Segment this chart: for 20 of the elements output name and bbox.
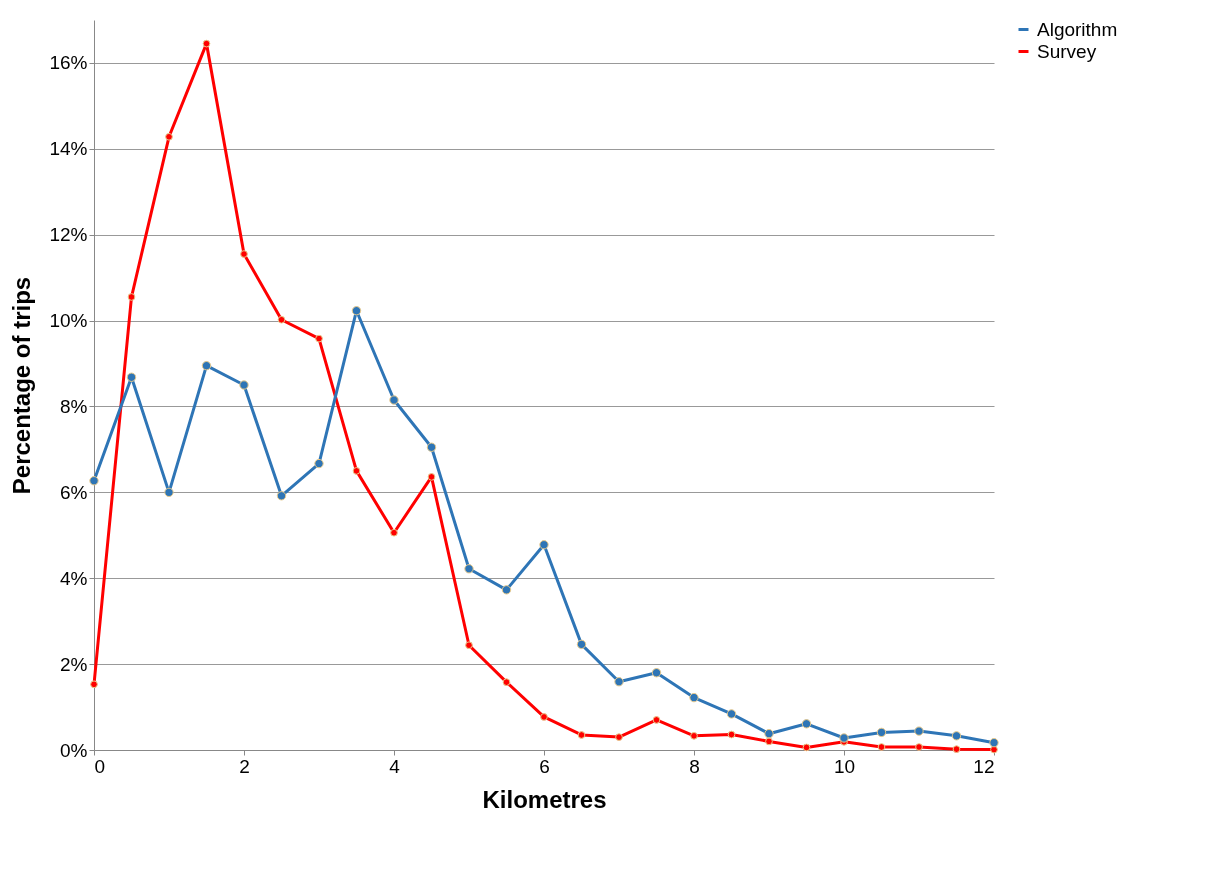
legend-label: Algorithm	[1037, 18, 1118, 40]
y-tick-label: 2%	[60, 653, 88, 675]
x-tick-label: 0	[94, 755, 106, 777]
x-tick-label: 12	[973, 755, 995, 777]
y-tick-label: 4%	[60, 567, 88, 589]
y-tick-label: 8%	[60, 395, 88, 417]
y-tick-label: 0%	[60, 739, 88, 761]
y-tick-label: 16%	[49, 52, 88, 74]
x-tick-label: 2	[239, 755, 250, 777]
x-tick-label: 4	[389, 755, 401, 777]
legend-label: Survey	[1037, 40, 1097, 62]
y-tick-label: 14%	[49, 138, 88, 160]
y-tick-label: 12%	[49, 224, 88, 246]
x-tick-label: 6	[539, 755, 550, 777]
y-tick-label: 10%	[49, 310, 88, 332]
y-tick-label: 6%	[60, 481, 88, 503]
x-axis-title: Kilometres	[482, 785, 607, 813]
x-tick-label: 8	[689, 755, 700, 777]
x-tick-label: 10	[833, 755, 856, 777]
y-axis-title: Percentage of trips	[8, 276, 36, 495]
